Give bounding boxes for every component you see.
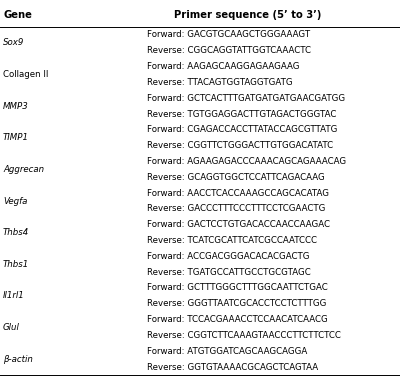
Text: Reverse: TCATCGCATTCATCGCCAATCCC: Reverse: TCATCGCATTCATCGCCAATCCC — [147, 236, 317, 245]
Text: Forward: GACTCCTGTGACACCAACCAAGAC: Forward: GACTCCTGTGACACCAACCAAGAC — [147, 220, 330, 229]
Text: Thbs4: Thbs4 — [3, 228, 29, 237]
Text: Sox9: Sox9 — [3, 38, 24, 47]
Text: Reverse: CGGCAGGTATTGGTCAAACTC: Reverse: CGGCAGGTATTGGTCAAACTC — [147, 46, 311, 55]
Text: Reverse: GACCCTTTCCCTTTCCTCGAACTG: Reverse: GACCCTTTCCCTTTCCTCGAACTG — [147, 205, 325, 213]
Text: Forward: ACCGACGGGACACACGACTG: Forward: ACCGACGGGACACACGACTG — [147, 252, 310, 261]
Text: Collagen II: Collagen II — [3, 70, 48, 79]
Text: Glul: Glul — [3, 323, 20, 332]
Text: Forward: TCCACGAAACCTCCAACATCAACG: Forward: TCCACGAAACCTCCAACATCAACG — [147, 315, 328, 324]
Text: Forward: AGAAGAGACCCAAACAGCAGAAACAG: Forward: AGAAGAGACCCAAACAGCAGAAACAG — [147, 157, 346, 166]
Text: Forward: GACGTGCAAGCTGGGAAAGT: Forward: GACGTGCAAGCTGGGAAAGT — [147, 30, 310, 39]
Text: Forward: GCTTTGGGCTTTGGCAATTCTGAC: Forward: GCTTTGGGCTTTGGCAATTCTGAC — [147, 283, 328, 293]
Text: Reverse: GGGTTAATCGCACCTCCTCTTTGG: Reverse: GGGTTAATCGCACCTCCTCTTTGG — [147, 300, 326, 308]
Text: Aggrecan: Aggrecan — [3, 165, 44, 174]
Text: β-actin: β-actin — [3, 355, 33, 364]
Text: Reverse: TGATGCCATTGCCTGCGTAGC: Reverse: TGATGCCATTGCCTGCGTAGC — [147, 268, 311, 277]
Text: TIMP1: TIMP1 — [3, 133, 29, 142]
Text: Gene: Gene — [3, 10, 32, 20]
Text: Reverse: TTACAGTGGTAGGTGATG: Reverse: TTACAGTGGTAGGTGATG — [147, 78, 293, 87]
Text: Thbs1: Thbs1 — [3, 260, 29, 269]
Text: Reverse: TGTGGAGGACTTGTAGACTGGGTAC: Reverse: TGTGGAGGACTTGTAGACTGGGTAC — [147, 110, 336, 118]
Text: Il1rl1: Il1rl1 — [3, 291, 25, 300]
Text: Forward: GCTCACTTTGATGATGATGAACGATGG: Forward: GCTCACTTTGATGATGATGAACGATGG — [147, 94, 345, 103]
Text: Reverse: CGGTCTTCAAAGTAACCCTTCTTCTCC: Reverse: CGGTCTTCAAAGTAACCCTTCTTCTCC — [147, 331, 341, 340]
Text: Reverse: GCAGGTGGCTCCATTCAGACAAG: Reverse: GCAGGTGGCTCCATTCAGACAAG — [147, 173, 325, 182]
Text: Forward: CGAGACCACCTTATACCAGCGTTATG: Forward: CGAGACCACCTTATACCAGCGTTATG — [147, 125, 337, 134]
Text: Primer sequence (5’ to 3’): Primer sequence (5’ to 3’) — [174, 10, 322, 20]
Text: Forward: AAGAGCAAGGAGAAGAAG: Forward: AAGAGCAAGGAGAAGAAG — [147, 62, 300, 71]
Text: Vegfa: Vegfa — [3, 196, 27, 206]
Text: Forward: AACCTCACCAAAGCCAGCACATAG: Forward: AACCTCACCAAAGCCAGCACATAG — [147, 188, 329, 198]
Text: Reverse: CGGTTCTGGGACTTGTGGACATATC: Reverse: CGGTTCTGGGACTTGTGGACATATC — [147, 141, 333, 150]
Text: Forward: ATGTGGATCAGCAAGCAGGA: Forward: ATGTGGATCAGCAAGCAGGA — [147, 347, 307, 356]
Text: Reverse: GGTGTAAAACGCAGCTCAGTAA: Reverse: GGTGTAAAACGCAGCTCAGTAA — [147, 363, 318, 372]
Text: MMP3: MMP3 — [3, 101, 29, 111]
